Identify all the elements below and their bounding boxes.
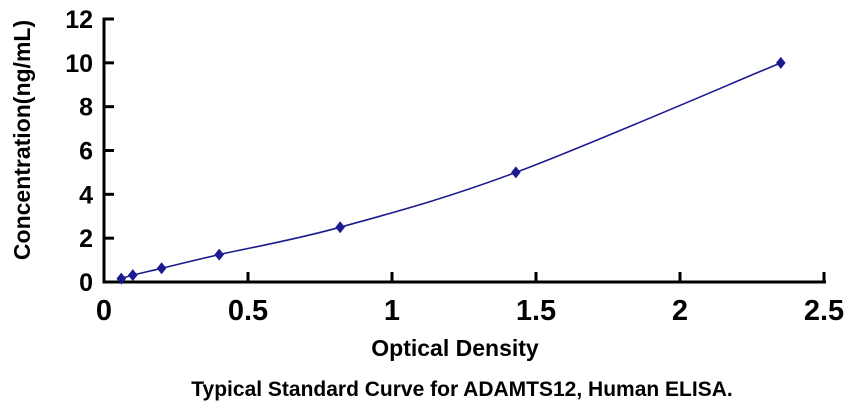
x-axis-title: Optical Density: [371, 335, 539, 361]
figure-caption: Typical Standard Curve for ADAMTS12, Hum…: [191, 378, 732, 401]
data-point-marker: [116, 272, 127, 285]
data-point-marker: [128, 269, 138, 282]
series-layer: [116, 56, 786, 285]
x-tick-label: 0: [96, 295, 112, 327]
data-point-marker: [156, 262, 167, 275]
x-tick-label: 2.5: [804, 295, 844, 327]
axes-layer: 0 2 4 6 8 10 12 0 0.5 1 1.5 2 2.5: [65, 6, 844, 327]
x-tick-label: 1.5: [516, 295, 556, 327]
y-tick-label: 10: [65, 50, 93, 78]
y-tick-label: 8: [79, 94, 93, 122]
y-tick-label: 2: [79, 225, 93, 253]
axes-lines: [102, 17, 826, 284]
data-point-marker: [511, 166, 521, 179]
x-tick-label: 1: [384, 295, 400, 327]
y-axis-title: Concentration(ng/mL): [9, 20, 35, 260]
data-point-marker: [776, 56, 786, 69]
y-tick-label: 0: [79, 269, 93, 297]
data-point-marker: [335, 221, 345, 234]
x-tick-label: 2: [672, 295, 688, 327]
standard-curve-line: [121, 62, 782, 280]
y-tick-label: 6: [79, 138, 93, 166]
y-tick-label: 12: [65, 6, 93, 34]
y-tick-label: 4: [79, 181, 93, 209]
x-tick-label: 0.5: [228, 295, 268, 327]
data-point-marker: [214, 248, 224, 261]
